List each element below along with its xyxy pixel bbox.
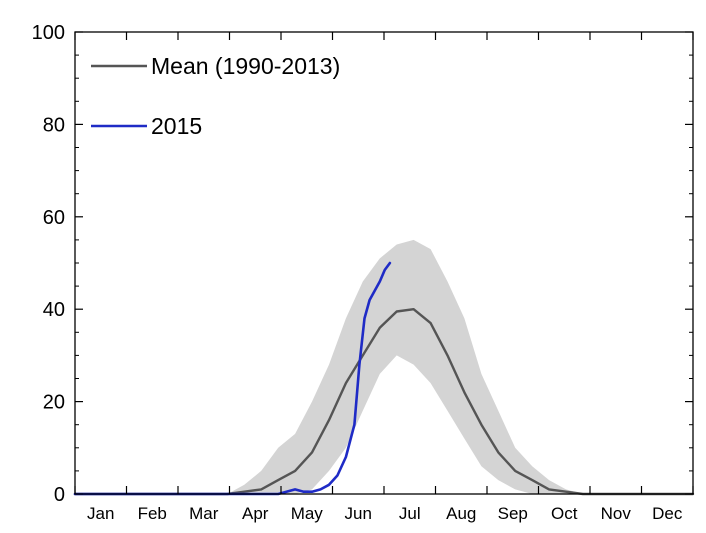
x-tick-label-apr: Apr — [242, 504, 269, 523]
x-tick-label-may: May — [291, 504, 324, 523]
y-tick-label: 0 — [54, 484, 65, 506]
x-tick-label-jul: Jul — [399, 504, 421, 523]
y-tick-label: 80 — [43, 114, 65, 136]
series-line-0 — [73, 308, 695, 496]
range-band — [75, 239, 693, 494]
range-band-layer — [75, 239, 693, 494]
x-tick-label-aug: Aug — [446, 504, 476, 523]
x-tick-label-mar: Mar — [189, 504, 219, 523]
x-tick-label-oct: Oct — [551, 504, 578, 523]
y-tick-label: 60 — [43, 207, 65, 229]
x-tick-label-jun: Jun — [345, 504, 372, 523]
legend-layer: Mean (1990-2013) 2015 — [91, 53, 340, 139]
legend-label-1: 2015 — [151, 113, 202, 139]
x-tick-label-feb: Feb — [138, 504, 167, 523]
axes-layer: 0 20 40 60 80 100 Jan Feb Mar Apr May Jun Jul Aug Sep O… — [32, 22, 694, 523]
legend-label-0: Mean (1990-2013) — [151, 53, 340, 79]
x-tick-label-sep: Sep — [498, 504, 528, 523]
series-line-1 — [73, 261, 392, 496]
series-layer — [73, 261, 695, 496]
x-tick-label-nov: Nov — [601, 504, 632, 523]
x-tick-label-dec: Dec — [652, 504, 683, 523]
y-tick-label: 20 — [43, 392, 65, 414]
y-tick-label: 40 — [43, 299, 65, 321]
y-tick-label: 100 — [32, 22, 65, 44]
x-tick-label-jan: Jan — [87, 504, 114, 523]
